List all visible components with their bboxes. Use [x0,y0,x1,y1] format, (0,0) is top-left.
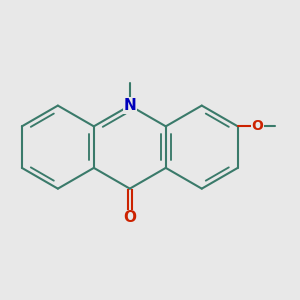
Text: O: O [252,119,264,133]
Text: N: N [123,98,136,113]
Text: O: O [123,210,136,225]
